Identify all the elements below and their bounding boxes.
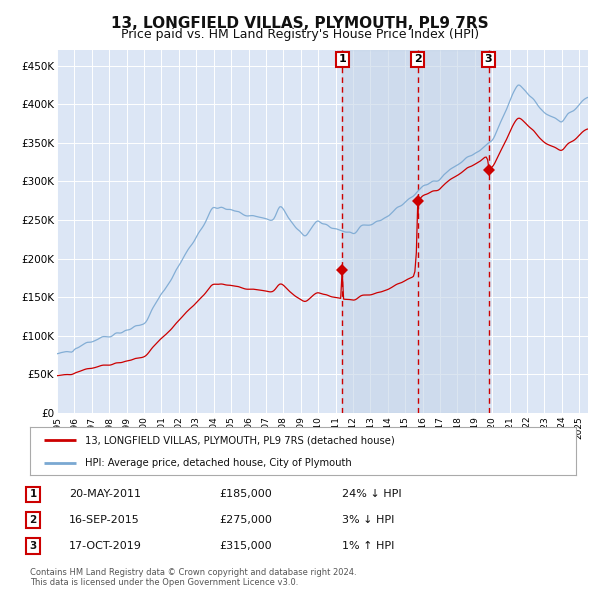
Text: HPI: Average price, detached house, City of Plymouth: HPI: Average price, detached house, City… [85,458,352,468]
Text: 20-MAY-2011: 20-MAY-2011 [69,490,141,499]
Text: 2: 2 [29,516,37,525]
Text: 13, LONGFIELD VILLAS, PLYMOUTH, PL9 7RS: 13, LONGFIELD VILLAS, PLYMOUTH, PL9 7RS [111,16,489,31]
Text: £185,000: £185,000 [219,490,272,499]
Text: 16-SEP-2015: 16-SEP-2015 [69,516,140,525]
Text: 17-OCT-2019: 17-OCT-2019 [69,542,142,551]
Text: 3: 3 [29,542,37,551]
Text: 1: 1 [29,490,37,499]
Text: 1% ↑ HPI: 1% ↑ HPI [342,542,394,551]
Text: 2: 2 [413,54,421,64]
Text: 3: 3 [485,54,493,64]
Bar [342,50,488,413]
Text: 24% ↓ HPI: 24% ↓ HPI [342,490,401,499]
Text: £275,000: £275,000 [219,516,272,525]
Text: £315,000: £315,000 [219,542,272,551]
Text: Price paid vs. HM Land Registry's House Price Index (HPI): Price paid vs. HM Land Registry's House … [121,28,479,41]
Text: 1: 1 [338,54,346,64]
Text: 13, LONGFIELD VILLAS, PLYMOUTH, PL9 7RS (detached house): 13, LONGFIELD VILLAS, PLYMOUTH, PL9 7RS … [85,435,394,445]
Text: Contains HM Land Registry data © Crown copyright and database right 2024.
This d: Contains HM Land Registry data © Crown c… [30,568,356,587]
Text: 3% ↓ HPI: 3% ↓ HPI [342,516,394,525]
